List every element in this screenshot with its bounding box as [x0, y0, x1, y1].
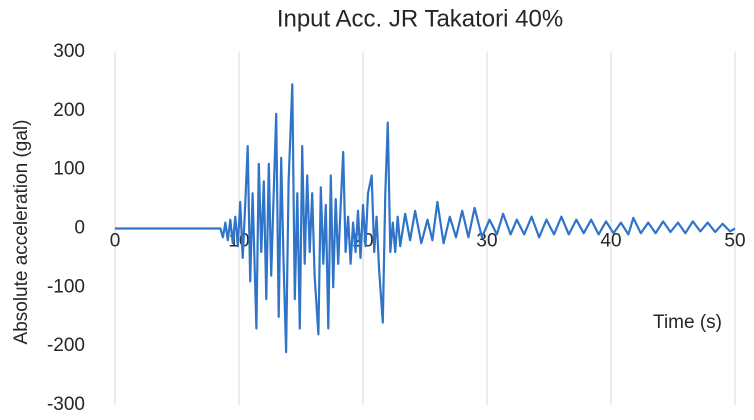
data-line [115, 83, 736, 354]
chart-title: Input Acc. JR Takatori 40% [277, 5, 563, 32]
y-tick-label: 300 [53, 41, 85, 62]
y-axis-title: Absolute acceleration (gal) [11, 120, 32, 345]
y-tick-label: -100 [47, 276, 85, 297]
x-tick-label: 40 [600, 231, 621, 252]
x-tick-label: 50 [724, 231, 745, 252]
y-tick-label: 0 [74, 218, 85, 239]
x-tick-label: 0 [110, 231, 121, 252]
y-tick-label: 100 [53, 159, 85, 180]
y-tick-label: -200 [47, 335, 85, 356]
y-tick-label: 200 [53, 100, 85, 121]
x-tick-label: 20 [352, 231, 373, 252]
x-tick-label: 30 [476, 231, 497, 252]
x-axis-title: Time (s) [653, 312, 722, 333]
y-tick-label: -300 [47, 394, 85, 415]
